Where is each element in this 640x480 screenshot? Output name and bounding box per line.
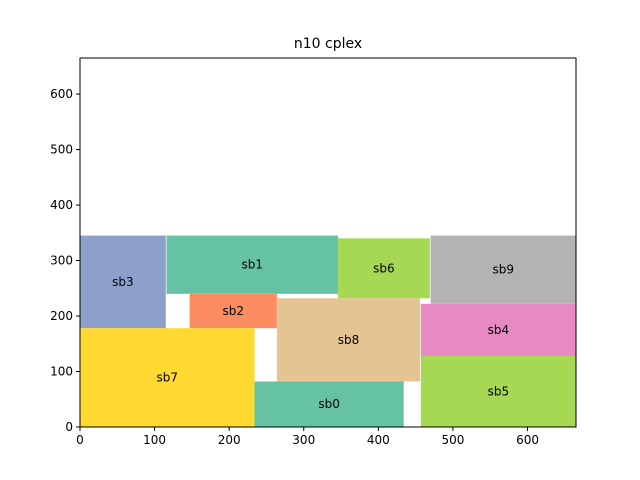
y-tick-label: 300 (50, 254, 73, 268)
block-sb1 (166, 235, 339, 294)
block-sb2 (189, 293, 277, 329)
block-label-sb4: sb4 (488, 323, 510, 337)
plot-frame (79, 57, 577, 428)
x-tick-label: 100 (143, 433, 166, 447)
x-axis: 0 100 200 300 400 500 600 (76, 427, 539, 447)
blocks-layer (80, 235, 576, 427)
block-sb9 (430, 235, 576, 304)
block-label-sb3: sb3 (112, 275, 134, 289)
x-tick-label: 500 (441, 433, 464, 447)
block-sb5 (420, 355, 576, 427)
block-label-sb7: sb7 (157, 371, 179, 385)
x-tick-label: 400 (367, 433, 390, 447)
y-tick-label: 400 (50, 198, 73, 212)
block-sb3 (80, 235, 166, 329)
x-tick-label: 200 (218, 433, 241, 447)
block-sb7 (80, 328, 255, 427)
x-tick-label: 600 (516, 433, 539, 447)
y-tick-label: 500 (50, 143, 73, 157)
x-tick-label: 300 (292, 433, 315, 447)
chart-title: n10 cplex (294, 36, 362, 52)
block-label-sb1: sb1 (242, 258, 264, 272)
block-sb4 (420, 303, 576, 356)
y-tick-label: 200 (50, 309, 73, 323)
block-label-sb2: sb2 (223, 304, 245, 318)
block-sb0 (254, 381, 404, 427)
block-label-sb8: sb8 (338, 333, 360, 347)
block-label-sb5: sb5 (488, 384, 510, 398)
block-sb8 (276, 298, 421, 382)
y-axis: 0 100 200 300 400 500 600 (50, 87, 80, 434)
labels-layer: sb0 sb1 sb2 sb3 sb4 sb5 sb6 sb7 sb8 sb9 (112, 258, 514, 412)
block-label-sb6: sb6 (373, 261, 395, 275)
block-sb6 (338, 238, 430, 299)
x-tick-label: 0 (76, 433, 84, 447)
block-label-sb9: sb9 (493, 263, 515, 277)
y-tick-label: 0 (65, 420, 73, 434)
y-tick-label: 100 (50, 365, 73, 379)
block-label-sb0: sb0 (318, 397, 340, 411)
y-tick-label: 600 (50, 87, 73, 101)
